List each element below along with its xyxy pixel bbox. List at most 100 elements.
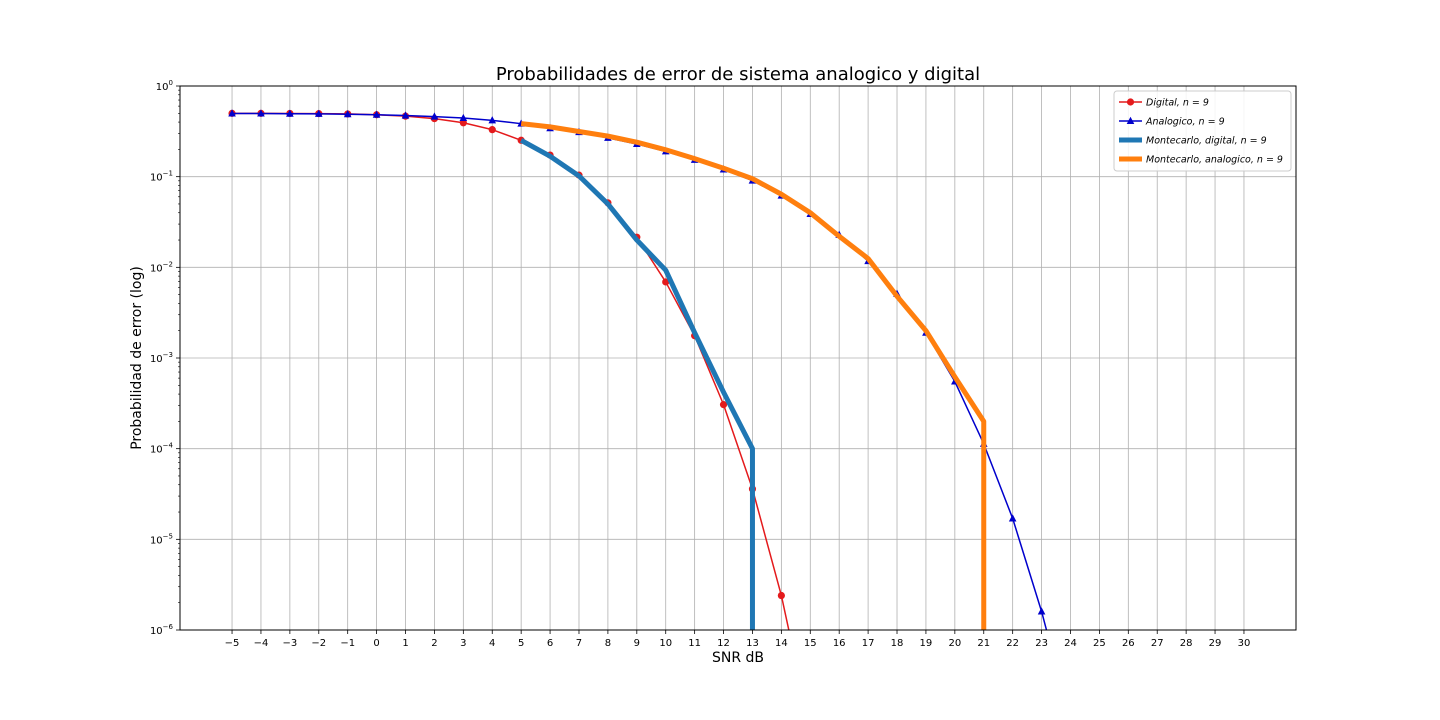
legend-label-param: n = 9 xyxy=(1183,98,1209,109)
x-tick-label: 7 xyxy=(576,638,582,649)
x-tick-label: 9 xyxy=(634,638,640,649)
legend-entry: Montecarlo, digital, n = 9 xyxy=(1119,136,1267,147)
x-tick-label: 1 xyxy=(402,638,408,649)
legend-label-name: Analogico, xyxy=(1145,117,1199,128)
x-axis-label: SNR dB xyxy=(712,650,764,666)
legend-box xyxy=(1113,90,1292,172)
data-point xyxy=(1008,514,1017,522)
x-tick-label: 21 xyxy=(977,638,990,649)
x-tick-label: 12 xyxy=(717,638,730,649)
y-tick-label: 10−4 xyxy=(150,442,174,456)
x-tick-label: 13 xyxy=(746,638,759,649)
y-tick-exponent: 0 xyxy=(169,79,173,87)
chart-title: Probabilidades de error de sistema analo… xyxy=(496,64,980,85)
data-point xyxy=(401,111,410,119)
x-tick-label: 28 xyxy=(1180,638,1193,649)
y-tick-exponent: −2 xyxy=(163,260,173,268)
data-point xyxy=(314,109,323,117)
legend-label-name: Montecarlo, digital, xyxy=(1146,136,1241,147)
data-point xyxy=(719,401,728,409)
y-tick-base: 10 xyxy=(156,82,169,93)
y-tick-label: 10−5 xyxy=(150,532,173,546)
y-tick-base: 10 xyxy=(150,263,163,274)
y-tick-label: 10−1 xyxy=(150,170,173,184)
x-tick-label: 24 xyxy=(1064,638,1077,649)
x-tick-label: 22 xyxy=(1006,638,1019,649)
y-axis-label: Probabilidad de error (log) xyxy=(129,266,145,450)
y-tick-base: 10 xyxy=(150,626,163,637)
legend-label-name: Montecarlo, analogico, xyxy=(1146,155,1257,166)
x-tick-label: 27 xyxy=(1151,638,1164,649)
data-point xyxy=(488,116,497,124)
x-tick-label: 23 xyxy=(1035,638,1048,649)
y-tick-exponent: −4 xyxy=(163,442,174,450)
legend-entry: Analogico, n = 9 xyxy=(1119,117,1225,128)
y-tick-label: 10−3 xyxy=(150,351,173,365)
legend-label-param: n = 9 xyxy=(1257,155,1283,166)
x-tick-label: 30 xyxy=(1238,638,1251,649)
x-tick-label: 2 xyxy=(431,638,437,649)
data-point xyxy=(1067,716,1075,720)
x-tick-label: 29 xyxy=(1209,638,1222,649)
series-line xyxy=(232,112,1048,630)
x-tick-label: 10 xyxy=(659,638,672,649)
series-line xyxy=(520,121,987,630)
x-tick-label: 19 xyxy=(920,638,933,649)
y-tick-exponent: −6 xyxy=(163,623,174,631)
grid xyxy=(180,85,1296,631)
y-tick-label: 10−2 xyxy=(150,260,173,274)
x-tick-label: −2 xyxy=(311,638,326,649)
x-tick-label: 26 xyxy=(1122,638,1135,649)
y-tick-label: 10−6 xyxy=(150,623,174,637)
y-tick-exponent: −3 xyxy=(163,351,173,359)
legend-label-param: n = 9 xyxy=(1199,117,1225,128)
data-point xyxy=(372,110,381,118)
x-tick-label: 15 xyxy=(804,638,817,649)
y-tick-base: 10 xyxy=(150,173,163,184)
x-tick-label: 3 xyxy=(460,638,466,649)
x-tick-label: −1 xyxy=(340,638,355,649)
x-tick-label: −5 xyxy=(225,638,240,649)
x-tick-label: 25 xyxy=(1093,638,1106,649)
data-point xyxy=(343,110,352,118)
data-point xyxy=(459,113,468,122)
legend-label: Montecarlo, analogico, n = 9 xyxy=(1146,155,1283,166)
y-tick-exponent: −1 xyxy=(163,170,173,178)
y-tick-label: 100 xyxy=(156,79,173,93)
x-tick-label: 8 xyxy=(605,638,611,649)
x-tick-label: 16 xyxy=(833,638,846,649)
data-point xyxy=(257,109,265,117)
x-tick-label: −3 xyxy=(282,638,297,649)
x-tick-label: −4 xyxy=(254,638,269,649)
x-tick-label: 11 xyxy=(688,638,701,649)
legend-label-param: n = 9 xyxy=(1241,136,1267,147)
data-point xyxy=(1037,607,1046,615)
series-2 xyxy=(519,138,755,630)
y-tick-base: 10 xyxy=(150,354,163,365)
legend-entry: Digital, n = 9 xyxy=(1119,98,1209,109)
legend-entry: Montecarlo, analogico, n = 9 xyxy=(1119,155,1283,166)
series-layer xyxy=(228,109,1075,720)
series-1 xyxy=(228,109,1075,720)
x-tick-label: 5 xyxy=(518,638,524,649)
data-point xyxy=(286,109,294,117)
data-point xyxy=(777,591,785,600)
x-tick-label: 4 xyxy=(489,638,495,649)
data-point xyxy=(430,112,439,120)
y-tick-exponent: −5 xyxy=(163,532,173,540)
data-point xyxy=(228,109,236,117)
x-tick-label: 6 xyxy=(547,638,553,649)
legend-label: Montecarlo, digital, n = 9 xyxy=(1146,136,1267,147)
legend-marker xyxy=(1126,98,1135,106)
series-line xyxy=(519,138,755,630)
x-axis: −5 −4 −3 −2 −1 0 1 2 3 4 5 6 7 8 9 10 11 12 13 14 15 16 17 18 19… xyxy=(225,630,1251,649)
y-tick-base: 10 xyxy=(150,535,163,546)
legend-label-name: Digital, xyxy=(1146,98,1183,109)
data-point xyxy=(662,278,670,286)
legend-label: Digital, n = 9 xyxy=(1146,98,1209,109)
x-tick-label: 17 xyxy=(862,638,875,649)
x-tick-label: 0 xyxy=(373,638,379,649)
